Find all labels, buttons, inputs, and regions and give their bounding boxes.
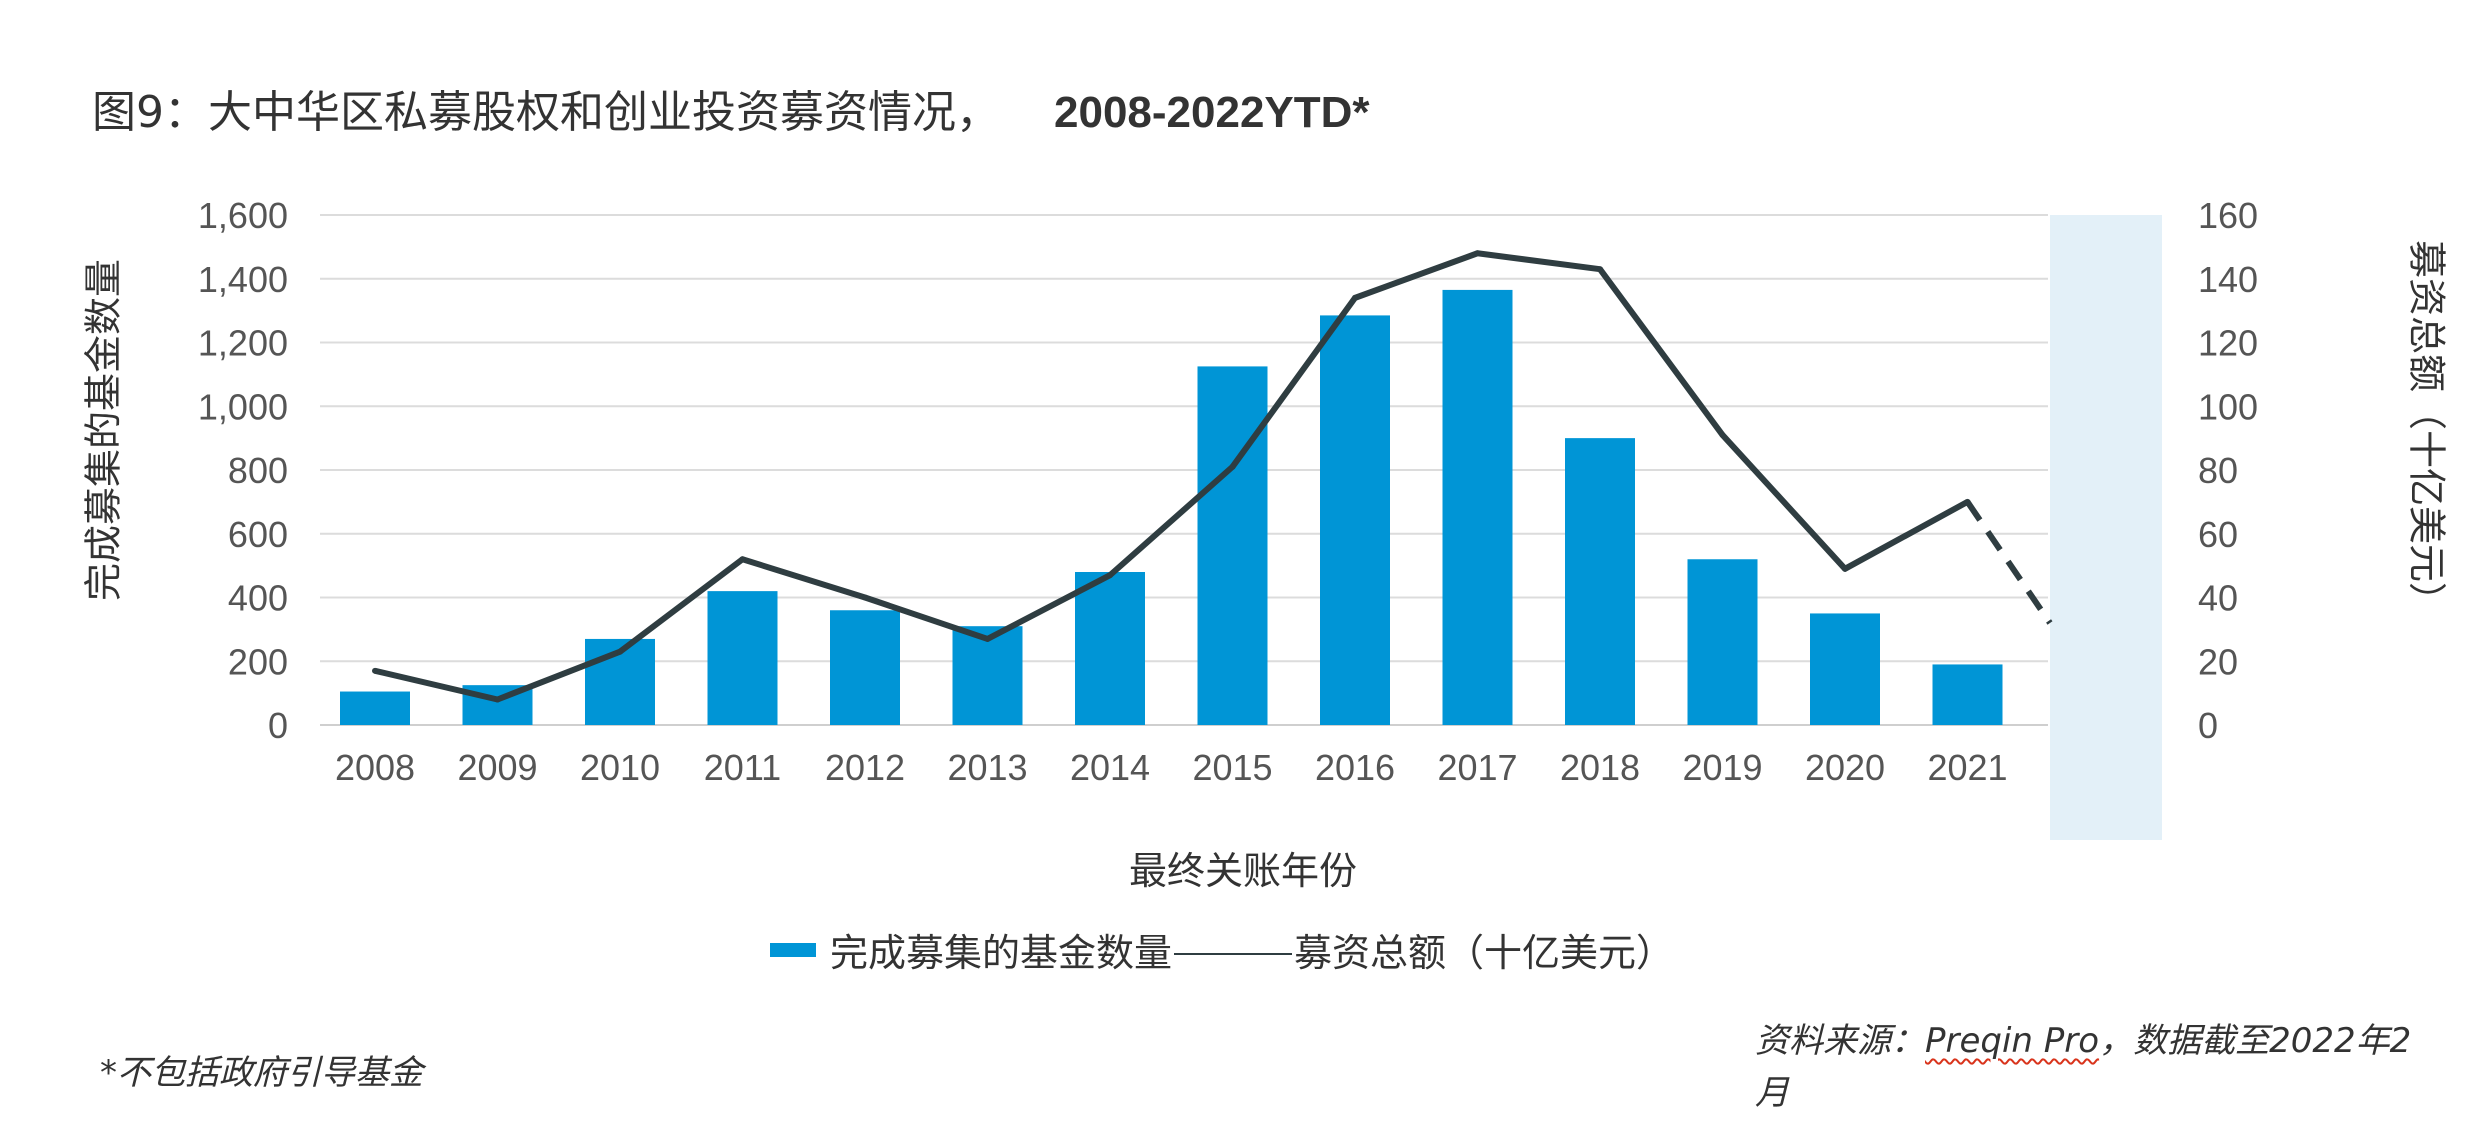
y-left-tick-label: 400 (228, 578, 288, 619)
ytd-shade (2050, 215, 2162, 840)
y-axis-left-label: 完成募集的基金数量 (81, 258, 126, 602)
y-axis-right-label: 募资总额（十亿美元） (2404, 239, 2449, 621)
x-tick-label: 2021 (1927, 747, 2007, 788)
y-right-tick-label: 60 (2198, 514, 2238, 555)
y-right-tick-label: 80 (2198, 450, 2238, 491)
x-tick-label: 2010 (580, 747, 660, 788)
bar-2020 (1810, 613, 1880, 725)
line-point-2020 (1842, 565, 1848, 572)
source-note: 资料来源：Preqin Pro，数据截至2022年2月 (1755, 1015, 2435, 1119)
line-point-2008 (372, 667, 378, 674)
line-point-2016 (1352, 294, 1358, 301)
y-left-tick-label: 600 (228, 514, 288, 555)
line-point-2015 (1229, 463, 1236, 470)
x-tick-label: 2015 (1192, 747, 1272, 788)
x-tick-label: 2017 (1437, 747, 1517, 788)
y-right-tick-label: 140 (2198, 259, 2258, 300)
x-tick-label: 2018 (1560, 747, 1640, 788)
line-point-2013 (984, 635, 991, 642)
bar-2016 (1320, 315, 1390, 725)
y-right-tick-label: 120 (2198, 323, 2258, 364)
y-left-tick-label: 200 (228, 641, 288, 682)
x-tick-label: 2020 (1805, 747, 1885, 788)
x-tick-label: 2011 (704, 747, 781, 788)
x-tick-label: 2008 (335, 747, 415, 788)
x-tick-label: 2019 (1682, 747, 1762, 788)
x-tick-label: 2014 (1070, 747, 1150, 788)
y-right-tick-label: 20 (2198, 641, 2238, 682)
gridlines (320, 214, 2048, 726)
bar-2015 (1197, 366, 1268, 725)
bar-2019 (1687, 559, 1758, 725)
x-axis-label: 最终关账年份 (1128, 849, 1358, 893)
line-point-2017 (1474, 250, 1481, 257)
line-point-2009 (494, 696, 501, 703)
y-left-tick-label: 1,000 (198, 386, 288, 427)
line-point-2018 (1597, 266, 1603, 273)
bar-2018 (1565, 438, 1635, 725)
chart-title-prefix: 图9：大中华区私募股权和创业投资募资情况， (92, 87, 1000, 138)
bar-2021 (1932, 664, 2003, 725)
bar-2017 (1442, 289, 1513, 725)
y-left-tick-label: 1,400 (198, 259, 288, 300)
legend-line-swatch (1174, 952, 1293, 955)
line-series-capital (374, 250, 1969, 703)
bar-2011 (707, 591, 778, 725)
chart-title: 图9：大中华区私募股权和创业投资募资情况， 2008-2022YTD* (92, 76, 1370, 140)
y-left-tick-label: 1,600 (198, 195, 288, 236)
y-right-tick-label: 160 (2198, 195, 2258, 236)
footnote: *不包括政府引导基金 (100, 1053, 423, 1093)
legend-line-label: 募资总额（十亿美元） (1294, 931, 1675, 975)
fund-count-bars (340, 289, 2003, 725)
source-product: Preqin Pro (1925, 1021, 2100, 1061)
axis-ticks: 0 200 400 600 800 1,000 1,200 1,400 1,600 0 20 40 60… (198, 195, 2258, 788)
legend: 完成募集的基金数量 募资总额（十亿美元） (770, 922, 1674, 977)
line-point-2019 (1719, 431, 1726, 438)
capital-raised-line (372, 250, 2053, 703)
y-right-tick-label: 0 (2198, 705, 2218, 746)
bar-2013 (952, 626, 1023, 725)
legend-bar-swatch (770, 942, 816, 957)
source-suffix: ，数据截至2022年2月 (1755, 1021, 2412, 1113)
line-ytd-dashed-segment (1965, 500, 2053, 625)
y-right-tick-label: 100 (2198, 386, 2258, 427)
x-tick-label: 2016 (1315, 747, 1395, 788)
line-point-2011 (739, 556, 746, 563)
source-prefix: 资料来源： (1755, 1021, 1925, 1061)
bar-2014 (1075, 572, 1145, 725)
y-left-tick-label: 0 (268, 705, 288, 746)
line-point-2010 (617, 648, 623, 655)
y-left-tick-label: 800 (228, 450, 288, 491)
y-left-tick-label: 1,200 (198, 323, 288, 364)
y-right-tick-label: 40 (2198, 578, 2238, 619)
x-tick-label: 2009 (457, 747, 537, 788)
chart-title-period: 2008-2022YTD* (1054, 88, 1370, 137)
x-tick-label: 2013 (947, 747, 1027, 788)
bar-2012 (830, 610, 900, 725)
ytd-shaded-region (2050, 215, 2162, 840)
line-point-2014 (1107, 572, 1113, 579)
line-point-2012 (862, 594, 868, 601)
legend-bar-label: 完成募集的基金数量 (830, 931, 1173, 975)
bar-2008 (340, 691, 410, 725)
x-tick-label: 2012 (825, 747, 905, 788)
